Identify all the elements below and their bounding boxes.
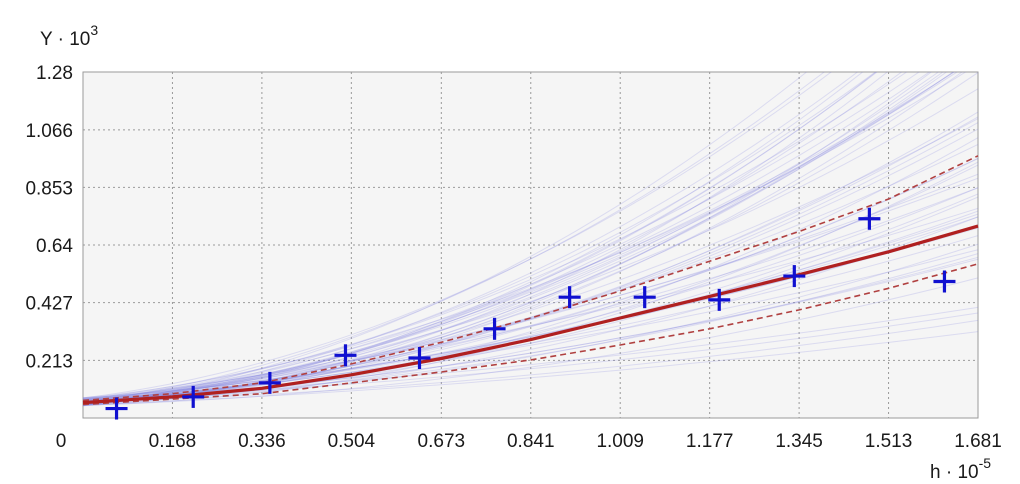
ensemble-curve	[83, 72, 933, 404]
ensemble-curve	[83, 72, 963, 403]
x-tick-label: 0.673	[418, 431, 466, 452]
y-axis-title-base: Y · 10	[40, 29, 90, 50]
fit-curve	[82, 224, 979, 405]
ensemble-curve	[83, 72, 940, 402]
ensemble-curve	[83, 72, 954, 403]
data-point-marker	[334, 344, 357, 367]
ensemble-curve	[83, 249, 978, 403]
y-axis-title: Y · 103	[40, 22, 98, 50]
ensemble-curve	[83, 158, 978, 399]
data-point-marker	[558, 286, 581, 309]
fit-line	[82, 224, 979, 405]
x-axis-title-base: h · 10	[930, 462, 979, 483]
ensemble-curve	[83, 187, 978, 401]
ensemble-curve	[83, 319, 978, 403]
ensemble-curve	[83, 72, 956, 403]
data-point-marker	[708, 288, 731, 311]
x-tick-label: 1.177	[686, 431, 734, 452]
ensemble-curve	[83, 177, 978, 401]
ensemble-curve	[83, 88, 978, 401]
ensemble-curve	[83, 72, 955, 403]
data-point-marker	[633, 286, 656, 309]
ensemble-curve	[83, 207, 978, 400]
ensemble-curve	[83, 137, 978, 404]
ensemble-curve	[83, 72, 832, 399]
ensemble-curve	[83, 72, 978, 405]
x-tick-label: 1.681	[954, 431, 1002, 452]
upper-band-line	[82, 155, 979, 402]
data-point-marker	[408, 346, 431, 369]
ensemble-curve	[83, 72, 944, 405]
ensemble-curve	[83, 213, 978, 400]
ensemble-curve	[83, 72, 903, 403]
ensemble-curve	[83, 72, 958, 406]
ensemble-curve	[83, 72, 967, 400]
ensemble-curve	[83, 72, 808, 406]
ensemble-curve	[83, 72, 877, 399]
data-point-marker	[783, 265, 806, 288]
x-tick-label: 1.009	[596, 431, 644, 452]
y-tick-label: 0.213	[25, 351, 73, 372]
y-tick-labels: 0.213 0.427 0.64 0.853 1.066 1.28	[25, 63, 73, 372]
x-tick-label: 0.168	[149, 431, 197, 452]
ensemble-curve	[83, 216, 978, 403]
ensemble-curve	[83, 118, 978, 407]
x-tick-label: 0	[56, 431, 67, 452]
x-tick-labels: 0 0.168 0.336 0.504 0.673 0.841 1.009 1.177 1.34…	[56, 431, 1002, 452]
x-tick-label: 0.336	[238, 431, 286, 452]
ensemble-curve	[83, 116, 978, 405]
data-point-marker	[105, 397, 128, 420]
ensemble-curve	[83, 122, 978, 403]
data-point-marker	[182, 385, 205, 408]
y-axis-title-exponent: 3	[90, 22, 98, 38]
y-tick-label: 0.427	[25, 294, 73, 315]
ensemble-curve	[83, 72, 825, 403]
ensemble-curve	[83, 72, 931, 406]
x-tick-label: 0.841	[507, 431, 555, 452]
y-tick-label: 0.853	[25, 178, 73, 199]
ensemble-curve	[83, 331, 978, 406]
x-tick-label: 1.513	[865, 431, 913, 452]
data-point-marker	[933, 270, 956, 293]
ensemble-curve	[83, 72, 948, 403]
x-axis-title: h · 10-5	[930, 455, 991, 483]
confidence-bands	[82, 155, 979, 406]
ensemble-curve	[83, 173, 978, 406]
ensemble-curve	[83, 72, 859, 405]
y-tick-label: 1.066	[25, 121, 73, 142]
y-tick-label: 0.64	[36, 236, 73, 257]
data-points	[105, 207, 956, 420]
ensemble-curve	[83, 157, 978, 406]
ensemble-curve	[83, 227, 978, 405]
ensemble-curve	[83, 128, 978, 405]
ensemble-curve	[83, 72, 920, 406]
ensemble-curve	[83, 72, 878, 401]
data-point-marker	[483, 317, 506, 340]
y-tick-label: 1.28	[36, 63, 73, 84]
x-tick-label: 1.345	[775, 431, 823, 452]
ensemble-curve	[83, 72, 877, 401]
ensemble-curve	[83, 143, 978, 399]
ensemble-curve	[83, 187, 978, 401]
x-axis-title-exponent: -5	[979, 455, 992, 471]
ensemble-curve	[83, 277, 978, 406]
data-point-marker	[258, 371, 281, 394]
ensemble-curve	[83, 243, 978, 403]
ensemble-curve	[83, 72, 889, 403]
ensemble-curve	[83, 216, 978, 399]
data-point-marker	[858, 207, 881, 230]
ensemble-curve	[83, 72, 864, 406]
ensemble-curve	[83, 235, 978, 402]
x-tick-label: 0.504	[328, 431, 376, 452]
ensemble-curve	[83, 72, 908, 403]
lower-band-line	[82, 263, 979, 406]
